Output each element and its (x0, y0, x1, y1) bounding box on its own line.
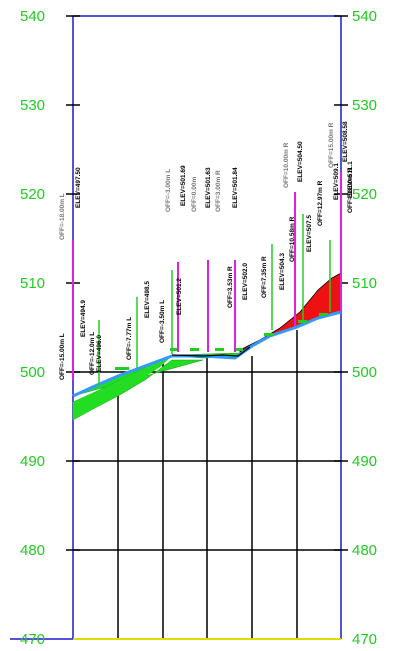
offset-annotations: OFF=-18.00m L ELEV=497.50 OFF=-15.00m L ELE… (59, 121, 354, 380)
offset-annotation: OFF=-15.00m L (59, 333, 66, 380)
elevation-annotation: ELEV=502.0 (242, 263, 249, 300)
marker (264, 333, 273, 336)
marker (319, 313, 328, 316)
elevation-label-right: 500 (352, 364, 377, 381)
elevation-annotation: ELEV=501.63 (205, 167, 212, 208)
offset-annotation: OFF=3.00m R (215, 170, 222, 212)
offset-annotation: OFF=12.97m R (317, 180, 324, 226)
marker (215, 348, 224, 351)
elevation-label-left: 490 (20, 453, 45, 470)
offset-annotation: OFF=-3.00m L (165, 169, 172, 212)
elevation-label-right: 480 (352, 542, 377, 559)
elevation-label-right: 540 (352, 8, 377, 25)
elevation-label-right: 520 (352, 186, 377, 203)
elevation-annotation: ELEV=498.5 (144, 281, 151, 318)
cut-area (240, 273, 341, 352)
offset-annotation: OFF=-12.0m L (89, 332, 96, 375)
offset-annotation: OFF=0.00m (191, 177, 198, 212)
elevation-annotation: ELEV=507.5 (306, 215, 313, 252)
elevation-labels-left: 540 530 520 510 500 490 480 470 (20, 8, 45, 646)
elevation-annotation: ELEV=501.69 (180, 165, 187, 206)
elevation-label-left: 540 (20, 8, 45, 25)
offset-annotation: OFF=15.00m R (328, 122, 335, 168)
offset-annotation: OFF=10.58m R (289, 216, 296, 262)
elevation-annotation: ELEV=501.2 (176, 278, 183, 315)
elevation-annotation: ELEV=508.58 (342, 121, 349, 162)
offset-annotation: OFF=-7.77m L (126, 317, 133, 360)
offset-annotation: OFF=7.35m R (261, 256, 268, 298)
elevation-annotation: ELEV=501.84 (232, 167, 239, 208)
elevation-label-right: 510 (352, 275, 377, 292)
offset-annotation: OFF=-18.00m L (59, 193, 66, 240)
elevation-annotation: ELEV=494.9 (80, 300, 87, 337)
elevation-label-left: 530 (20, 97, 45, 114)
elevation-label-left: 470 (20, 631, 45, 646)
elevation-annotation: ELEV=496.0 (96, 335, 103, 372)
elevation-label-left: 500 (20, 364, 45, 381)
elevation-label-right: 490 (352, 453, 377, 470)
offset-annotation: OFF=10.00m R (283, 142, 290, 188)
marker (115, 367, 129, 370)
elevation-label-right: 530 (352, 97, 377, 114)
elevation-label-right: 470 (352, 631, 377, 646)
elevation-annotation: ELEV=511.1 (347, 161, 354, 198)
elevation-annotation: ELEV=504.3 (279, 253, 286, 290)
elevation-label-left: 480 (20, 542, 45, 559)
elevation-annotation: ELEV=504.50 (297, 141, 304, 182)
offset-annotation: OFF=3.53m R (227, 266, 234, 308)
offset-annotation: OFF=-3.50m L (159, 300, 166, 343)
elevation-labels-right: 540 530 520 510 500 490 480 470 (352, 8, 377, 646)
marker (190, 348, 199, 351)
elevation-annotation: ELEV=497.50 (75, 167, 82, 208)
elevation-label-left: 520 (20, 186, 45, 203)
elevation-label-left: 510 (20, 275, 45, 292)
